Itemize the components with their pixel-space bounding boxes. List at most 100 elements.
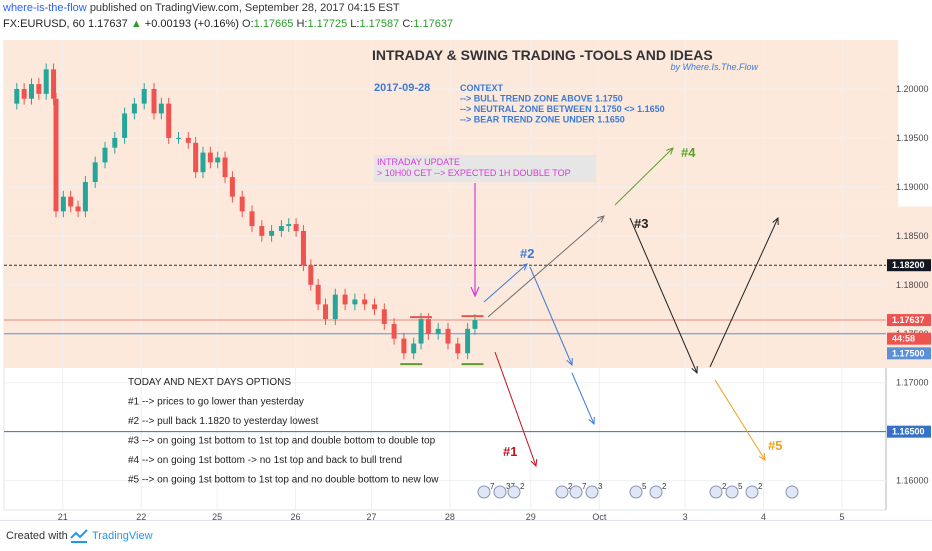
- x-tick-label: 29: [526, 512, 536, 520]
- x-tick-label: 4: [761, 512, 766, 520]
- tradingview-brand[interactable]: TradingView: [92, 530, 153, 542]
- close-value: 1.17637: [413, 18, 454, 30]
- chart-title: INTRADAY & SWING TRADING -TOOLS AND IDEA…: [372, 47, 713, 63]
- up-arrow-icon: ▲: [130, 18, 142, 30]
- chart-subtitle: by Where.Is.The.Flow: [670, 62, 758, 72]
- candle-body: [166, 103, 172, 138]
- scenario-1-label: #1: [503, 444, 517, 459]
- x-tick-label: 22: [136, 512, 146, 520]
- candle-body: [465, 328, 471, 354]
- candle-body: [141, 88, 147, 104]
- x-tick-label: 27: [366, 512, 376, 520]
- created-with-text: Created with: [6, 530, 68, 542]
- event-count: 7: [582, 482, 587, 491]
- update-line: > 10H00 CET --> EXPECTED 1H DOUBLE TOP: [377, 168, 571, 178]
- candle-body: [323, 304, 328, 320]
- candle-body: [300, 230, 306, 266]
- low-label: L:: [350, 18, 360, 30]
- candle-body: [418, 319, 424, 344]
- open-value: 1.17665: [253, 18, 294, 30]
- candle-body: [102, 147, 108, 163]
- scenario-5-label: #5: [768, 438, 782, 453]
- candle-body: [445, 328, 451, 344]
- option-line: #3 --> on going 1st bottom to 1st top an…: [128, 436, 436, 447]
- price-chart[interactable]: 21222526272829Oct3451.160001.165001.1700…: [0, 40, 932, 520]
- price-tag: [887, 347, 931, 360]
- event-flag-icon: [649, 485, 663, 499]
- footer: Created with TradingView: [0, 520, 932, 551]
- event-flag-icon: [569, 485, 583, 499]
- scenario-3-down-arrow-head: [691, 365, 698, 375]
- y-tick-label: 1.19000: [896, 182, 929, 192]
- scenario-5-arrow-head: [758, 452, 766, 461]
- candle-body: [362, 299, 368, 305]
- scenario-4-arrow: [614, 147, 674, 206]
- candle-body: [112, 137, 118, 148]
- candle-body: [222, 157, 228, 178]
- event-count: 2: [662, 482, 667, 491]
- event-count: 5: [642, 482, 647, 491]
- candle-body: [82, 181, 88, 212]
- candle-body: [36, 84, 42, 94]
- price-tag-label: 1.16500: [892, 427, 925, 437]
- event-flag-icon: [585, 485, 599, 499]
- candle-body: [193, 142, 199, 173]
- y-tick-label: 1.20000: [896, 84, 929, 94]
- update-arrow-head: [470, 286, 480, 298]
- symbol-label[interactable]: FX:EURUSD, 60: [3, 18, 85, 30]
- event-flag-icon: [709, 485, 723, 499]
- price-tag: [887, 332, 931, 345]
- candle-body: [372, 304, 377, 310]
- low-value: 1.17587: [359, 18, 400, 30]
- scenario-1-arrow: [494, 351, 537, 467]
- scenario-3-label: #3: [634, 216, 648, 231]
- event-flag-icon: [507, 485, 521, 499]
- candle-body: [60, 196, 66, 212]
- price-tag-label: 44:58: [892, 334, 915, 344]
- candle-body: [472, 320, 478, 329]
- scenario-2-down-arrow: [571, 372, 595, 425]
- price-tag: [887, 314, 931, 327]
- scenario-4-arrow-head: [666, 147, 674, 155]
- x-tick-label: 3: [683, 512, 688, 520]
- author-link[interactable]: where-is-the-flow: [3, 2, 87, 14]
- candle-body: [68, 196, 74, 207]
- price-tag-label: 1.18200: [892, 260, 925, 270]
- candle-body: [75, 206, 81, 212]
- candle-body: [381, 309, 387, 324]
- change-value: +0.00193 (+0.16%): [144, 18, 239, 30]
- candle-body: [215, 157, 221, 163]
- candle-body: [14, 88, 20, 104]
- tradingview-logo-icon: [70, 529, 88, 543]
- close-label: C:: [402, 18, 414, 30]
- event-count: 2: [568, 482, 573, 491]
- candle-body: [391, 323, 397, 339]
- context-line: --> NEUTRAL ZONE BETWEEN 1.1750 <> 1.165…: [460, 104, 665, 114]
- option-line: #5 --> on going 1st bottom to 1st top an…: [128, 475, 439, 486]
- ohlc-line: FX:EURUSD, 60 1.17637 ▲ +0.00193 (+0.16%…: [3, 18, 453, 30]
- x-tick-label: 26: [291, 512, 301, 520]
- x-tick-label: Oct: [592, 512, 607, 520]
- candle-body: [131, 103, 137, 114]
- context-line: CONTEXT: [460, 83, 504, 93]
- candle-body: [455, 343, 461, 354]
- x-tick-label: 28: [445, 512, 455, 520]
- candle-body: [401, 338, 407, 354]
- x-tick-label: 21: [58, 512, 68, 520]
- candle-body: [176, 137, 181, 139]
- event-count: 7: [490, 482, 495, 491]
- event-flag-icon: [745, 485, 759, 499]
- scenario-1-arrow-head: [530, 458, 538, 468]
- last-price: 1.17637: [87, 18, 128, 30]
- candle-body: [308, 265, 314, 285]
- y-tick-label: 1.18500: [896, 231, 929, 241]
- open-label: O:: [242, 18, 254, 30]
- event-flag-icon: [555, 485, 569, 499]
- y-tick-label: 1.18000: [896, 280, 929, 290]
- scenario-2-up-arrow: [483, 263, 528, 303]
- scenario-2-up-arrow-head: [520, 263, 528, 271]
- scenario-2-mid-arrow: [529, 266, 573, 366]
- option-line: TODAY AND NEXT DAYS OPTIONS: [128, 377, 291, 388]
- event-flag-icon: [725, 485, 739, 499]
- publish-info: published on TradingView.com, September …: [89, 2, 400, 14]
